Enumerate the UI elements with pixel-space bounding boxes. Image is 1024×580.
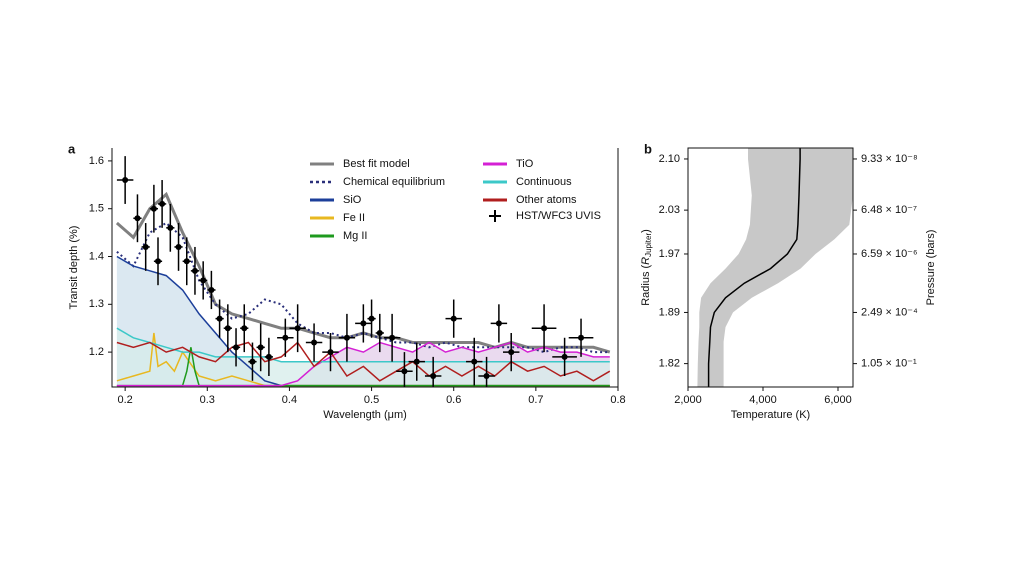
panel-label: a bbox=[68, 141, 76, 156]
data-point bbox=[249, 358, 256, 365]
data-point bbox=[495, 320, 502, 327]
y-tick-label: 1.5 bbox=[89, 203, 104, 215]
y-axis-label: Transit depth (%) bbox=[68, 226, 80, 310]
y-tick-label: 2.10 bbox=[659, 153, 680, 165]
data-point bbox=[224, 325, 231, 332]
data-point bbox=[159, 200, 166, 207]
data-point bbox=[376, 329, 383, 336]
y-axis-label-part: Radius ( bbox=[640, 265, 652, 306]
legend-label: Mg II bbox=[343, 230, 367, 242]
y-tick-label: 1.82 bbox=[659, 358, 680, 370]
data-point bbox=[257, 344, 264, 351]
y-axis-label-part: ) bbox=[640, 229, 652, 233]
series-line bbox=[116, 327, 610, 363]
x-axis-label: Wavelength (μm) bbox=[323, 409, 407, 421]
y-axis-label-part: Jupiter bbox=[644, 233, 653, 257]
data-point bbox=[430, 373, 437, 380]
y2-tick-label: 6.48 × 10⁻⁷ bbox=[861, 204, 917, 216]
x-tick-label: 6,000 bbox=[824, 394, 852, 406]
data-point bbox=[311, 339, 318, 346]
legend-label: Other atoms bbox=[516, 194, 577, 206]
x-tick-label: 0.5 bbox=[364, 394, 379, 406]
data-point bbox=[508, 349, 515, 356]
x-tick-label: 0.3 bbox=[200, 394, 215, 406]
x-tick-label: 0.8 bbox=[610, 394, 625, 406]
axis-frame bbox=[111, 148, 619, 388]
panel-label: b bbox=[644, 141, 652, 156]
data-point bbox=[150, 205, 157, 212]
x-tick-label: 0.4 bbox=[282, 394, 297, 406]
data-point bbox=[578, 334, 585, 341]
y-tick-label: 1.97 bbox=[659, 248, 680, 260]
legend-label: Fe II bbox=[343, 212, 365, 224]
y2-axis-label: Pressure (bars) bbox=[925, 230, 937, 306]
y2-tick-label: 6.59 × 10⁻⁶ bbox=[861, 248, 918, 260]
data-point bbox=[183, 258, 190, 265]
y-tick-label: 1.4 bbox=[89, 250, 104, 262]
data-point bbox=[175, 243, 182, 250]
data-point bbox=[142, 243, 149, 250]
data-point bbox=[265, 353, 272, 360]
profile-line bbox=[707, 148, 801, 387]
data-point bbox=[294, 325, 301, 332]
legend-label: TiO bbox=[516, 158, 534, 170]
legend-label: SiO bbox=[343, 194, 362, 206]
data-point bbox=[122, 177, 129, 184]
axis-frame bbox=[687, 147, 854, 388]
y2-tick-label: 1.05 × 10⁻¹ bbox=[861, 358, 917, 370]
data-point bbox=[471, 358, 478, 365]
uncertainty-band bbox=[697, 148, 853, 387]
data-point bbox=[483, 373, 490, 380]
data-point bbox=[167, 224, 174, 231]
data-point bbox=[389, 334, 396, 341]
data-point bbox=[413, 358, 420, 365]
data-point bbox=[360, 320, 367, 327]
data-point bbox=[233, 344, 240, 351]
legend-label: HST/WFC3 UVIS bbox=[516, 210, 601, 222]
data-point bbox=[191, 267, 198, 274]
x-tick-label: 2,000 bbox=[674, 394, 702, 406]
data-point bbox=[200, 277, 207, 284]
y-tick-label: 2.03 bbox=[659, 204, 680, 216]
legend-label: Best fit model bbox=[343, 158, 410, 170]
data-point bbox=[401, 368, 408, 375]
data-point bbox=[241, 325, 248, 332]
y-axis-label-part: R bbox=[640, 257, 652, 265]
data-point bbox=[368, 315, 375, 322]
data-point bbox=[155, 258, 161, 265]
data-point bbox=[216, 315, 223, 322]
x-tick-label: 0.6 bbox=[446, 394, 461, 406]
x-tick-label: 4,000 bbox=[749, 394, 777, 406]
y-tick-label: 1.89 bbox=[659, 306, 680, 318]
y2-tick-label: 2.49 × 10⁻⁴ bbox=[861, 306, 918, 318]
y-tick-label: 1.2 bbox=[89, 346, 104, 358]
data-point bbox=[450, 315, 457, 322]
x-tick-label: 0.2 bbox=[117, 394, 132, 406]
x-axis-label: Temperature (K) bbox=[731, 409, 810, 421]
data-point bbox=[561, 353, 568, 360]
plot-area bbox=[697, 148, 853, 387]
data-point bbox=[282, 334, 289, 341]
data-point bbox=[134, 215, 141, 222]
data-point bbox=[208, 286, 215, 293]
legend-label: Continuous bbox=[516, 176, 572, 188]
y-axis-label: Radius (RJupiter) bbox=[640, 229, 653, 306]
y2-tick-label: 9.33 × 10⁻⁸ bbox=[861, 153, 918, 165]
data-point bbox=[541, 325, 548, 332]
data-point bbox=[343, 334, 350, 341]
y-tick-label: 1.3 bbox=[89, 298, 104, 310]
legend-label: Chemical equilibrium bbox=[343, 176, 445, 188]
x-tick-label: 0.7 bbox=[528, 394, 543, 406]
series-line bbox=[116, 341, 610, 387]
plot-area bbox=[115, 156, 611, 387]
series-line bbox=[116, 341, 611, 382]
data-point bbox=[327, 349, 334, 356]
y-tick-label: 1.6 bbox=[89, 155, 104, 167]
